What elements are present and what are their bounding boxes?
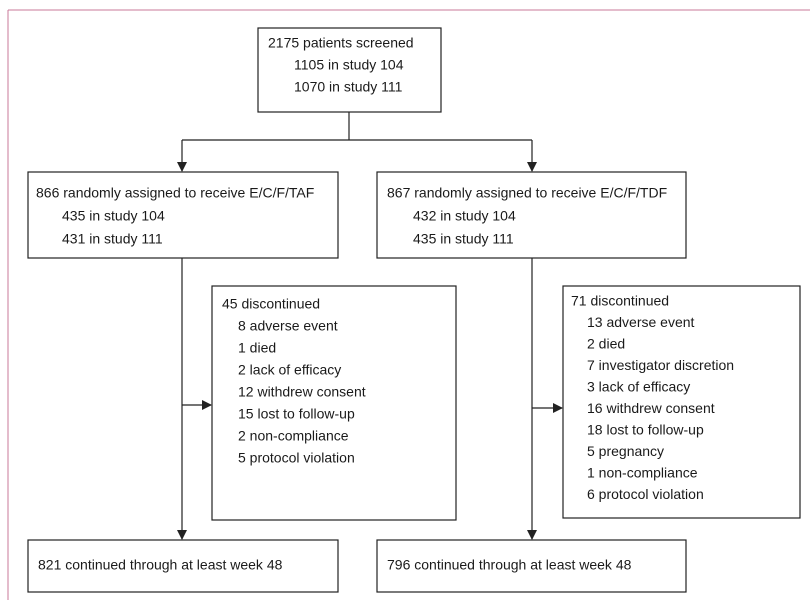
node-item: 435 in study 111 [413,231,514,247]
taf-discontinued-box [211,285,457,521]
node-item: 3 lack of efficacy [587,379,690,395]
node-item: 1070 in study 111 [294,79,403,95]
node-item: 15 lost to follow-up [238,406,355,422]
node-title: 796 continued through at least week 48 [387,557,632,573]
node-item: 2 non-compliance [238,428,349,444]
tdf-box [376,171,687,259]
node-item: 435 in study 104 [62,208,165,224]
node-item: 1 non-compliance [587,465,698,481]
node-item: 6 protocol violation [587,486,704,502]
node-title: 71 discontinued [571,293,669,309]
node-item: 8 adverse event [238,318,338,334]
node-item: 18 lost to follow-up [587,422,704,438]
node-item: 1105 in study 104 [294,57,404,73]
node-title: 821 continued through at least week 48 [38,557,283,573]
tdf-discontinued-box [562,285,801,519]
node-item: 5 pregnancy [587,443,664,459]
tdf-continued-box [376,539,687,593]
node-item: 2 lack of efficacy [238,362,341,378]
node-title: 2175 patients screened [268,35,414,51]
node-item: 5 protocol violation [238,450,355,466]
node-item: 16 withdrew consent [587,400,715,416]
split-line [182,112,532,141]
node-title: 45 discontinued [222,296,320,312]
screened-box [257,27,442,113]
node-item: 12 withdrew consent [238,384,366,400]
taf-box [27,171,339,259]
node-title: 866 randomly assigned to receive E/C/F/T… [36,185,314,201]
connectors [177,112,563,540]
node-item: 431 in study 111 [62,231,163,247]
node-title: 867 randomly assigned to receive E/C/F/T… [387,185,667,201]
taf-continued-box [27,539,339,593]
node-item: 432 in study 104 [413,208,516,224]
node-item: 7 investigator discretion [587,357,734,373]
node-item: 2 died [587,336,625,352]
node-item: 1 died [238,340,276,356]
node-item: 13 adverse event [587,314,695,330]
